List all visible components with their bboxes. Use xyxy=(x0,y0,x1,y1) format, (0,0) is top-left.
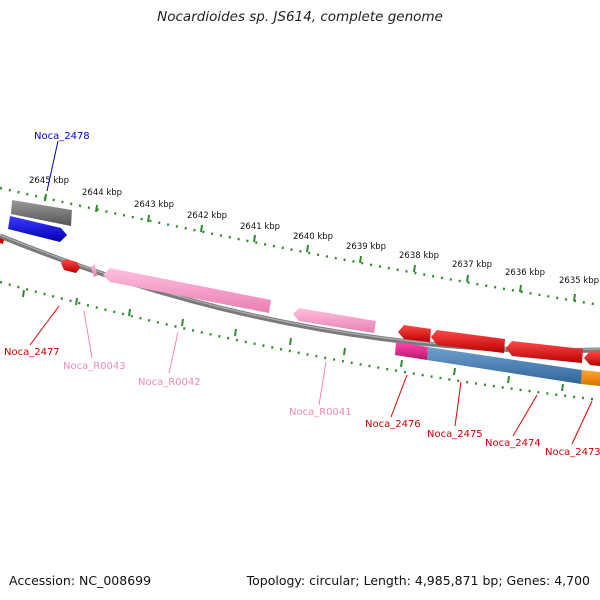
noca-2476-arrow[interactable] xyxy=(398,325,431,342)
grey-feature[interactable] xyxy=(11,200,72,226)
kbp-label: 2643 kbp xyxy=(134,200,174,210)
inner-ruler-ticks xyxy=(22,289,564,392)
ruler-tick xyxy=(147,214,150,223)
ruler-tick xyxy=(44,193,47,202)
ruler-tick xyxy=(561,383,564,392)
ruler-tick xyxy=(306,244,309,253)
noca-2473-arrow[interactable] xyxy=(584,351,600,366)
noca-2474-arrow[interactable] xyxy=(506,341,583,363)
left-edge-red-mark[interactable] xyxy=(0,238,4,244)
kbp-label: 2644 kbp xyxy=(82,188,122,198)
ruler-tick xyxy=(343,347,346,356)
leader-line-noca-2477 xyxy=(29,305,60,346)
leader-line-noca-r0043 xyxy=(83,310,93,359)
leader-line-noca-2473 xyxy=(571,400,593,445)
accession-text: Accession: NC_008699 xyxy=(9,573,152,588)
leader-line-noca-r0041 xyxy=(318,361,327,406)
leader-line-noca-r0042 xyxy=(168,331,179,374)
kbp-label: 2640 kbp xyxy=(293,232,333,242)
kbp-label: 2641 kbp xyxy=(240,222,280,232)
ruler-tick xyxy=(200,224,203,233)
genome-backbone xyxy=(0,233,600,353)
gene-label-noca-2476: Noca_2476 xyxy=(365,419,421,430)
gene-label-noca-2478: Noca_2478 xyxy=(34,131,90,142)
leader-line-noca-2476 xyxy=(390,374,408,418)
ruler-tick xyxy=(359,255,362,264)
inner-ruler xyxy=(0,280,600,402)
ruler-tick xyxy=(507,375,510,384)
steelblue-feature[interactable] xyxy=(427,347,582,384)
ruler-tick xyxy=(128,308,131,317)
kbp-label: 2642 kbp xyxy=(187,211,227,221)
gene-label-noca-r0043: Noca_R0043 xyxy=(63,361,126,372)
outer-ruler xyxy=(0,186,600,307)
noca-r0043-arrow[interactable] xyxy=(91,264,97,277)
ruler-tick xyxy=(181,318,184,327)
ruler-tick xyxy=(75,297,78,306)
noca-r0042-arrow[interactable] xyxy=(103,268,271,313)
noca-2475-arrow[interactable] xyxy=(431,330,505,353)
kbp-label: 2637 kbp xyxy=(452,260,492,270)
gene-label-noca-2475: Noca_2475 xyxy=(427,429,483,440)
gene-label-noca-2473: Noca_2473 xyxy=(545,447,600,458)
ruler-tick xyxy=(519,284,522,293)
ruler-tick xyxy=(234,328,237,337)
ruler-tick xyxy=(413,264,416,273)
leader-line-noca-2475 xyxy=(454,381,462,427)
ruler-tick xyxy=(95,204,98,213)
orange-feature[interactable] xyxy=(581,370,600,386)
kbp-label: 2636 kbp xyxy=(505,268,545,278)
gene-label-noca-2477: Noca_2477 xyxy=(4,347,60,358)
noca-2478-arrow[interactable] xyxy=(8,216,67,242)
magenta-feature[interactable] xyxy=(395,342,428,360)
ruler-tick xyxy=(466,274,469,283)
leader-line-noca-2474 xyxy=(512,394,538,437)
ruler-tick xyxy=(289,337,292,346)
ruler-tick xyxy=(253,234,256,243)
ruler-tick xyxy=(573,293,576,302)
noca-2477-arrow[interactable] xyxy=(61,259,80,273)
map-title: Nocardioides sp. JS614, complete genome xyxy=(157,9,443,25)
kbp-label: 2639 kbp xyxy=(346,242,386,252)
gene-label-noca-2474: Noca_2474 xyxy=(485,438,541,449)
gene-label-noca-r0041: Noca_R0041 xyxy=(289,407,352,418)
outer-ruler-ticks xyxy=(44,193,576,302)
kbp-label: 2635 kbp xyxy=(559,276,599,286)
ruler-tick xyxy=(22,289,25,298)
ruler-tick xyxy=(453,367,456,376)
noca-r0041-arrow[interactable] xyxy=(293,308,376,333)
leader-line-noca-2478 xyxy=(46,140,59,192)
ruler-tick xyxy=(400,359,403,368)
kbp-label: 2638 kbp xyxy=(399,251,439,261)
gene-label-noca-r0042: Noca_R0042 xyxy=(138,377,201,388)
topology-text: Topology: circular; Length: 4,985,871 bp… xyxy=(246,573,590,588)
